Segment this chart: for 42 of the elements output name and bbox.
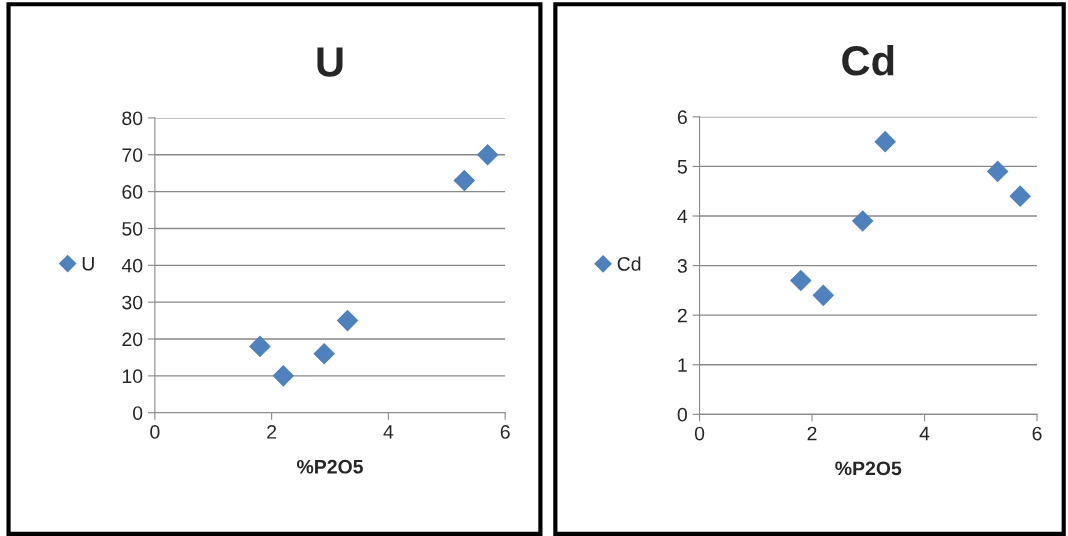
y-tick-label: 5 — [677, 160, 687, 174]
chart-title: Cd — [842, 44, 894, 76]
point — [852, 210, 874, 232]
y-tick-label: 10 — [122, 369, 143, 384]
point — [477, 144, 499, 166]
point — [1009, 185, 1031, 207]
x-tick-label: 4 — [919, 426, 930, 441]
x-tick-label: 4 — [383, 425, 394, 439]
x-tick-label: 0 — [150, 425, 160, 439]
chart-title: U — [317, 47, 343, 77]
y-tick-label: 70 — [122, 148, 143, 163]
y-tick-label: 2 — [677, 308, 687, 323]
y-tick-label: 40 — [121, 258, 143, 273]
point — [874, 131, 896, 153]
x-axis-title: %P2O5 — [835, 461, 902, 476]
point — [987, 160, 1009, 182]
y-tick-label: 60 — [122, 185, 143, 199]
y-tick-label: 3 — [677, 259, 687, 273]
legend-label: Cd — [617, 256, 641, 271]
y-tick-label: 0 — [677, 407, 687, 422]
y-tick-label: 0 — [133, 406, 143, 420]
y-tick-label: 20 — [122, 332, 143, 347]
y-tick-label: 50 — [122, 221, 143, 236]
x-tick-label: 2 — [267, 425, 277, 439]
point — [313, 343, 335, 365]
point — [453, 170, 475, 192]
y-tick-label: 4 — [677, 209, 688, 224]
x-tick-label: 0 — [694, 426, 705, 441]
y-tick-label: 1 — [678, 358, 687, 372]
point — [272, 365, 294, 387]
x-tick-label: 6 — [1032, 426, 1042, 441]
legend-label: U — [82, 256, 94, 271]
point — [812, 284, 834, 306]
point — [249, 335, 271, 357]
x-tick-label: 6 — [500, 425, 510, 439]
point — [337, 310, 359, 332]
y-tick-label: 80 — [122, 111, 143, 126]
y-tick-label: 6 — [677, 110, 687, 125]
x-axis-title: %P2O5 — [296, 459, 363, 474]
y-tick-label: 30 — [122, 295, 143, 310]
x-tick-label: 2 — [807, 426, 817, 441]
point — [790, 269, 812, 291]
